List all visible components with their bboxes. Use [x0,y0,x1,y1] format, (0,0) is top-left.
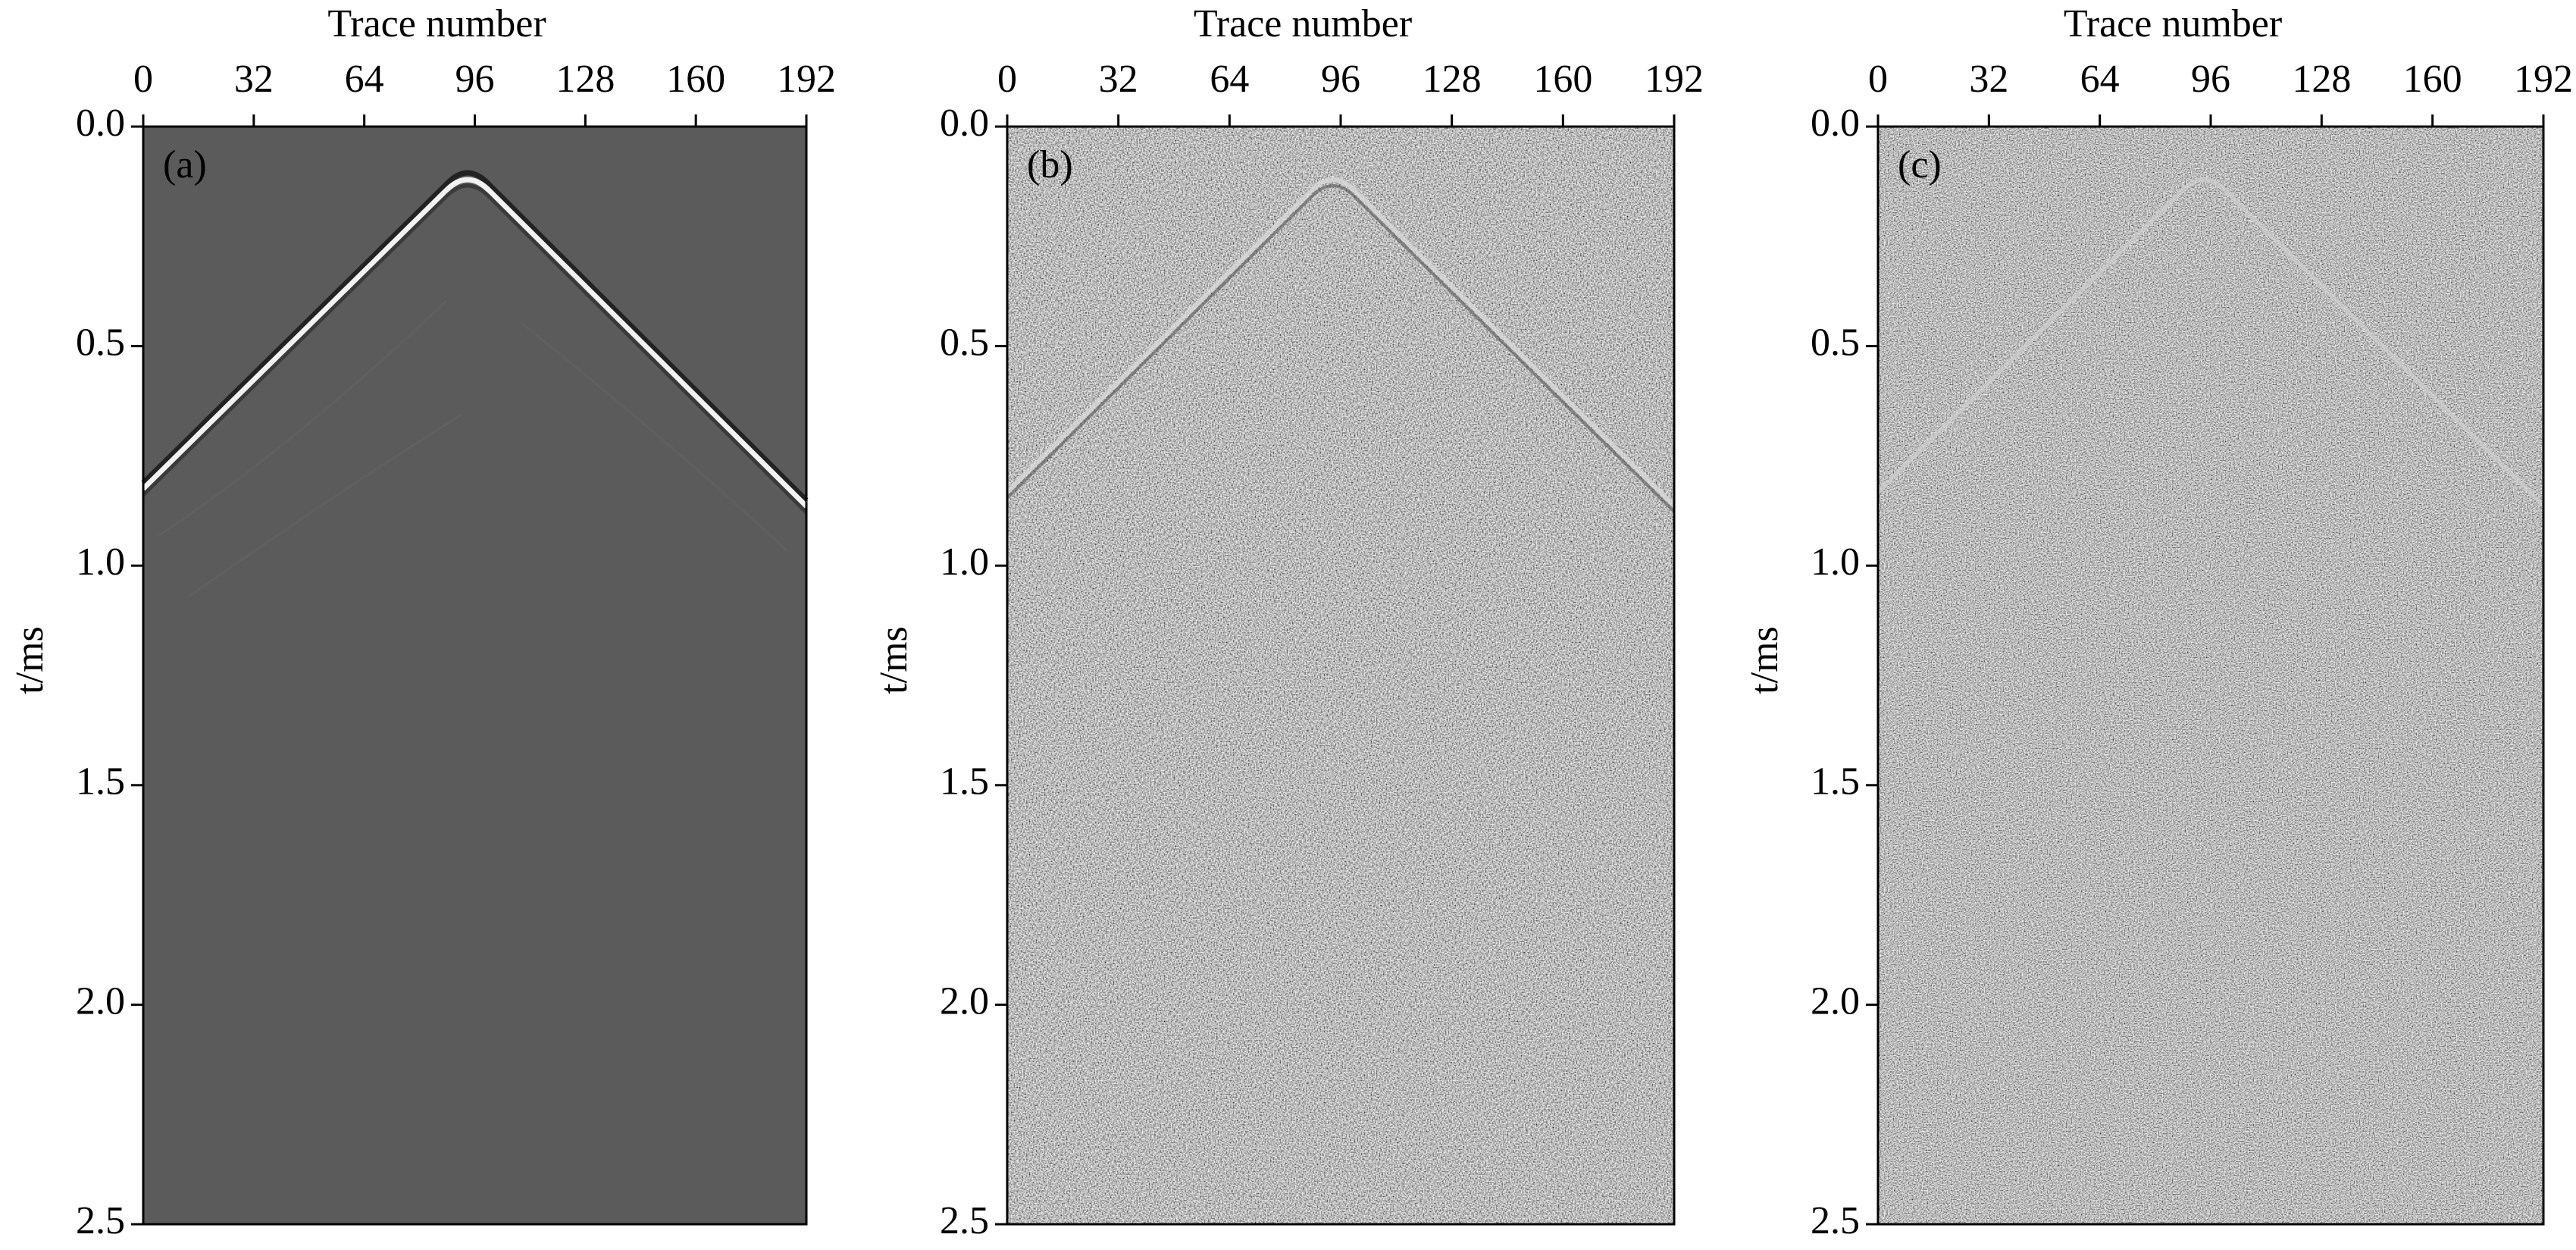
y-tick-label: 2.5 [940,1199,989,1242]
y-tick-label: 0.5 [1811,321,1860,365]
x-tick-label: 160 [2403,58,2462,101]
x-axis-label: Trace number [1194,2,1412,45]
y-tick-label: 1.0 [940,540,989,584]
x-tick-label: 0 [997,58,1017,101]
y-tick-label: 2.5 [76,1199,125,1242]
y-tick-label: 0.0 [76,102,125,145]
panel-label: (b) [1027,143,1073,186]
x-tick-label: 192 [2514,58,2573,101]
x-tick-label: 64 [345,58,384,101]
panel-label: (a) [163,143,207,186]
y-tick-label: 1.0 [1811,540,1860,584]
gather-image [1005,127,1676,1224]
y-tick-label: 2.0 [1811,979,1860,1023]
gather-image [1876,127,2546,1224]
x-tick-label: 32 [1969,58,2008,101]
x-tick-label: 32 [234,58,274,101]
y-tick-label: 2.0 [76,979,125,1023]
y-tick-label: 1.5 [76,760,125,804]
x-tick-label: 128 [1423,58,1482,101]
y-tick-label: 0.0 [1811,102,1860,145]
gather-image [141,127,809,1224]
x-axis-label: Trace number [2064,2,2282,45]
x-tick-label: 64 [1210,58,1249,101]
y-tick-label: 0.5 [76,321,125,365]
x-tick-label: 160 [1533,58,1592,101]
y-axis-label: t/ms [8,626,52,694]
x-tick-label: 128 [2292,58,2351,101]
panel-label: (c) [1898,143,1942,186]
x-tick-label: 192 [777,58,836,101]
y-axis-label: t/ms [872,626,916,694]
y-tick-label: 1.5 [940,760,989,804]
y-tick-label: 0.5 [940,321,989,365]
x-tick-label: 0 [133,58,153,101]
y-tick-label: 2.0 [940,979,989,1023]
y-axis-label: t/ms [1743,626,1786,694]
x-tick-label: 96 [455,58,495,101]
x-axis-label: Trace number [327,2,546,45]
x-tick-label: 128 [556,58,615,101]
x-tick-label: 96 [2191,58,2230,101]
y-tick-label: 2.5 [1811,1199,1860,1242]
x-tick-label: 32 [1099,58,1138,101]
x-tick-label: 192 [1645,58,1704,101]
x-tick-label: 160 [666,58,725,101]
x-tick-label: 96 [1321,58,1360,101]
y-tick-label: 0.0 [940,102,989,145]
x-tick-label: 64 [2080,58,2120,101]
y-tick-label: 1.5 [1811,760,1860,804]
y-tick-label: 1.0 [76,540,125,584]
x-tick-label: 0 [1868,58,1888,101]
